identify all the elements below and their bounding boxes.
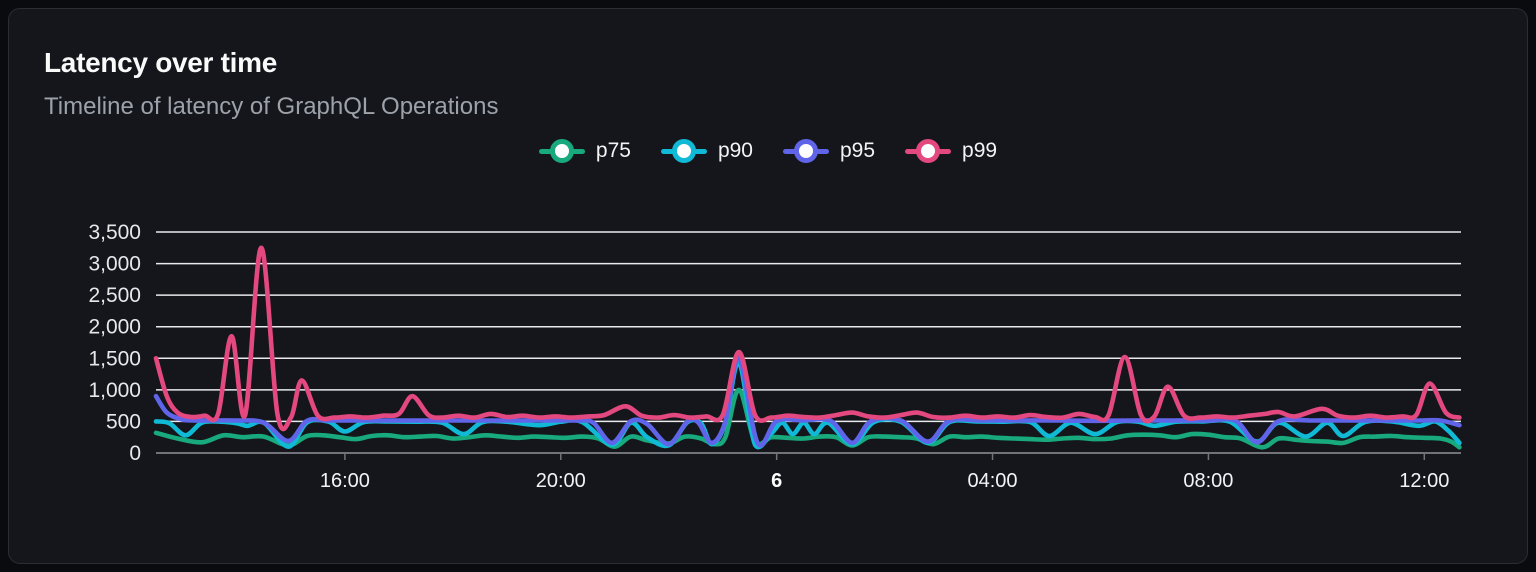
y-axis-label: 1,000 [88, 379, 141, 402]
y-axis-label: 2,500 [88, 284, 141, 307]
latency-chart-card: Latency over time Timeline of latency of… [8, 8, 1528, 564]
chart-subtitle: Timeline of latency of GraphQL Operation… [44, 93, 499, 120]
legend-label: p75 [595, 139, 631, 162]
y-axis-label: 3,000 [88, 253, 141, 276]
legend-dot-swatch [794, 139, 818, 163]
x-tick-label: 12:00 [1399, 470, 1449, 492]
x-tick-label: 16:00 [320, 470, 370, 492]
legend-marker-p90-icon [660, 139, 707, 163]
chart-legend: p75 p90 p95 p99 [9, 139, 1527, 163]
legend-dot-swatch [549, 139, 574, 163]
legend-item-p75[interactable]: p75 [538, 139, 631, 163]
y-axis-label: 0 [129, 442, 141, 465]
legend-label: p90 [717, 139, 753, 162]
x-tick-label: 20:00 [536, 470, 586, 492]
y-axis-label: 500 [106, 410, 141, 433]
series-line-p95 [153, 355, 1462, 448]
x-tick-label: 04:00 [968, 470, 1018, 492]
x-tick-label: 08:00 [1183, 470, 1233, 492]
legend-dot-swatch [671, 139, 696, 163]
series-line-p90 [153, 360, 1462, 450]
series-line-p75 [153, 387, 1462, 450]
legend-marker-p95-icon [783, 139, 829, 163]
legend-item-p90[interactable]: p90 [660, 139, 753, 163]
legend-label: p95 [840, 139, 876, 162]
legend-label: p99 [962, 139, 998, 162]
latency-timeline-chart[interactable]: 0 500 1,000 1,500 2,000 2,500 3,000 3,500 16:00 2… [9, 191, 1529, 521]
x-tick-label: 6 [771, 470, 782, 492]
legend-item-p99[interactable]: p99 [905, 139, 997, 163]
legend-marker-p99-icon [905, 139, 952, 163]
legend-marker-p75-icon [538, 139, 585, 163]
legend-item-p95[interactable]: p95 [783, 139, 875, 163]
series-line-p99 [153, 245, 1462, 432]
legend-dot-swatch [916, 139, 941, 163]
chart-title: Latency over time [44, 47, 277, 78]
y-axis-label: 2,000 [88, 316, 141, 339]
y-axis-label: 3,500 [88, 221, 141, 244]
y-axis-label: 1,500 [88, 347, 141, 370]
